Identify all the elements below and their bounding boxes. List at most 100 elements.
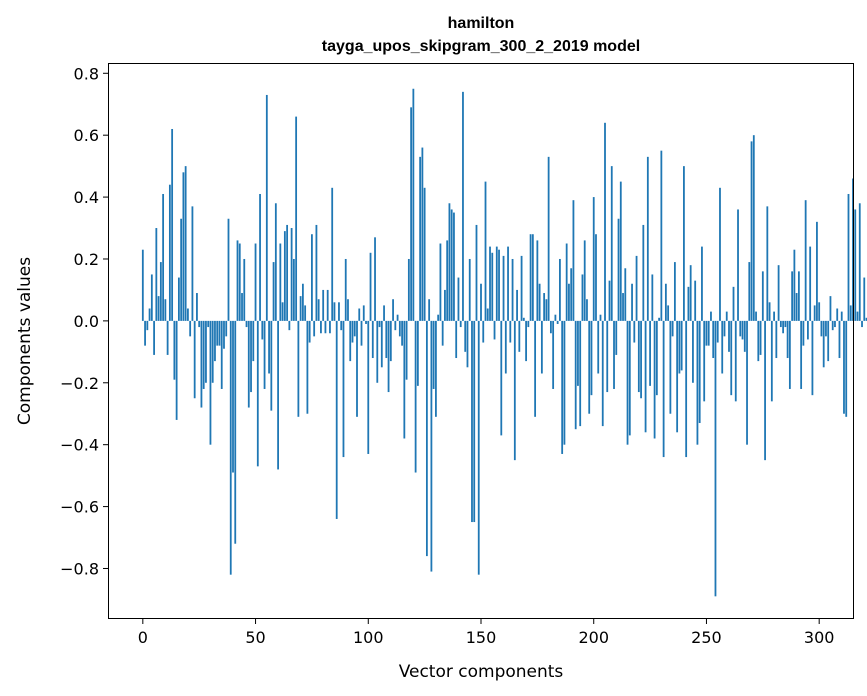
bar-27 — [202, 320, 205, 389]
x-tick-label: 0 — [138, 628, 148, 647]
bar-317 — [856, 311, 859, 321]
bar-299 — [816, 221, 818, 321]
bar-313 — [847, 193, 850, 321]
bar-260 — [728, 320, 730, 352]
bar-133 — [441, 320, 444, 346]
bar-310 — [840, 311, 843, 321]
bar-18 — [182, 172, 185, 321]
bar-24 — [196, 293, 198, 321]
bar-309 — [838, 320, 841, 359]
bar-14 — [173, 320, 176, 380]
bar-113 — [396, 314, 399, 321]
bar-284 — [782, 320, 785, 334]
bar-255 — [716, 320, 719, 343]
bar-234 — [669, 320, 672, 414]
bar-225 — [649, 320, 651, 386]
bar-8 — [159, 262, 162, 321]
bar-207 — [608, 280, 611, 321]
x-tick-label: 100 — [353, 628, 384, 647]
bar-264 — [737, 209, 739, 321]
bar-280 — [773, 311, 775, 321]
bar-143 — [464, 320, 467, 352]
bar-161 — [504, 320, 507, 374]
bar-108 — [385, 320, 388, 359]
bar-217 — [631, 283, 633, 321]
bar-247 — [698, 320, 701, 424]
bar-23 — [193, 320, 196, 399]
bar-77 — [315, 224, 318, 321]
bar-194 — [579, 320, 582, 427]
bar-99 — [365, 320, 367, 324]
bar-59 — [274, 203, 277, 321]
bar-20 — [187, 308, 189, 321]
bar-179 — [545, 299, 548, 321]
bar-241 — [685, 320, 688, 458]
bar-199 — [590, 320, 593, 396]
bar-306 — [831, 320, 834, 331]
bar-190 — [570, 268, 573, 321]
bar-289 — [793, 249, 796, 321]
bar-184 — [556, 320, 559, 324]
bar-64 — [286, 224, 289, 321]
bar-68 — [295, 116, 298, 321]
bar-319 — [861, 320, 863, 328]
bar-221 — [640, 320, 642, 399]
bar-36 — [223, 320, 225, 349]
bar-210 — [615, 320, 618, 355]
bar-57 — [270, 320, 273, 411]
bar-62 — [281, 302, 284, 321]
bar-100 — [367, 320, 370, 454]
bar-266 — [741, 320, 744, 340]
bar-49 — [252, 320, 255, 362]
bar-182 — [552, 320, 555, 389]
bar-271 — [752, 135, 755, 321]
bar-243 — [689, 265, 692, 321]
bar-132 — [439, 243, 442, 321]
bar-178 — [543, 293, 546, 321]
bar-252 — [710, 311, 712, 321]
bar-305 — [829, 296, 832, 321]
bar-118 — [407, 258, 410, 321]
bar-73 — [306, 320, 309, 414]
bar-26 — [200, 320, 203, 408]
bar-203 — [599, 314, 602, 321]
bar-5 — [153, 320, 155, 355]
bar-254 — [714, 320, 717, 597]
bar-233 — [667, 305, 670, 321]
bar-302 — [822, 320, 825, 368]
y-tick-label: 0.8 — [74, 64, 99, 83]
bar-167 — [518, 320, 521, 352]
bar-60 — [277, 320, 279, 470]
bar-265 — [739, 320, 742, 337]
bar-43 — [238, 243, 241, 321]
bar-12 — [168, 184, 171, 321]
bar-67 — [292, 258, 295, 321]
bar-303 — [825, 320, 827, 337]
bar-276 — [764, 320, 766, 461]
bar-102 — [371, 320, 374, 359]
bar-0 — [141, 249, 144, 321]
bar-150 — [480, 283, 482, 321]
bar-115 — [401, 320, 403, 346]
bar-160 — [502, 255, 505, 321]
bar-263 — [734, 320, 737, 402]
bar-259 — [725, 311, 728, 321]
bar-297 — [811, 320, 814, 396]
bar-197 — [586, 299, 588, 321]
bar-206 — [606, 320, 609, 393]
bar-96 — [358, 308, 361, 321]
bar-80 — [322, 289, 325, 321]
bar-71 — [301, 283, 304, 321]
bar-156 — [493, 320, 496, 340]
bar-154 — [489, 246, 491, 321]
bar-7 — [157, 296, 160, 321]
bar-286 — [786, 320, 789, 359]
bar-283 — [779, 320, 782, 328]
bar-92 — [349, 320, 352, 362]
bar-166 — [516, 289, 518, 321]
bar-187 — [563, 320, 566, 445]
bar-267 — [743, 320, 746, 352]
bar-153 — [486, 308, 489, 321]
bar-129 — [432, 320, 435, 389]
bar-162 — [507, 246, 509, 321]
